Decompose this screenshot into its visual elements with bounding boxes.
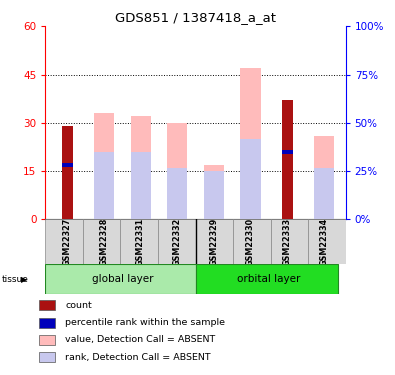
Text: GSM22333: GSM22333 [282, 218, 292, 266]
Bar [308, 219, 346, 264]
Bar [282, 150, 293, 154]
Bar [196, 219, 233, 264]
Bar [204, 171, 224, 219]
Text: GSM22334: GSM22334 [319, 218, 328, 266]
Bar [241, 139, 261, 219]
Bar [271, 219, 308, 264]
Bar [45, 219, 83, 264]
Text: GSM22327: GSM22327 [63, 218, 72, 266]
Text: GSM22328: GSM22328 [100, 217, 109, 266]
Bar [158, 219, 196, 264]
Bar [233, 219, 271, 264]
Bar [196, 264, 338, 294]
Bar [167, 123, 187, 219]
Text: GSM22331: GSM22331 [136, 218, 145, 266]
Text: ▶: ▶ [21, 275, 27, 284]
Bar [120, 219, 158, 264]
Text: orbital layer: orbital layer [237, 274, 301, 284]
Bar [94, 152, 114, 219]
Text: GSM22332: GSM22332 [173, 218, 182, 266]
Bar [39, 335, 55, 345]
Bar [83, 219, 120, 264]
Title: GDS851 / 1387418_a_at: GDS851 / 1387418_a_at [115, 11, 276, 24]
Text: GSM22330: GSM22330 [246, 218, 255, 266]
Bar [45, 264, 196, 294]
Bar [39, 318, 55, 328]
Bar [39, 300, 55, 310]
Text: count: count [66, 301, 92, 310]
Bar [39, 352, 55, 362]
Text: global layer: global layer [92, 274, 153, 284]
Bar [94, 113, 114, 219]
Bar [241, 68, 261, 219]
Bar [130, 116, 150, 219]
Text: GSM22329: GSM22329 [209, 218, 218, 266]
Bar [314, 136, 334, 219]
Text: value, Detection Call = ABSENT: value, Detection Call = ABSENT [66, 336, 216, 345]
Bar [62, 163, 73, 166]
Text: tissue: tissue [2, 275, 29, 284]
Bar [282, 100, 293, 219]
Bar [62, 126, 73, 219]
Text: percentile rank within the sample: percentile rank within the sample [66, 318, 226, 327]
Bar [167, 168, 187, 219]
Bar [130, 152, 150, 219]
Bar [204, 165, 224, 219]
Text: rank, Detection Call = ABSENT: rank, Detection Call = ABSENT [66, 353, 211, 362]
Bar [314, 168, 334, 219]
